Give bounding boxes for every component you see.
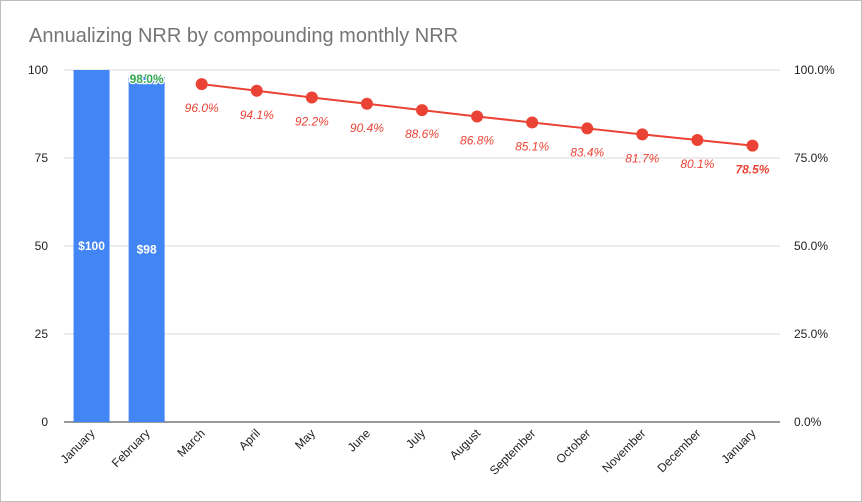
bar xyxy=(128,77,165,422)
point-data-label: 92.2% xyxy=(295,114,329,128)
x-tick-label: October xyxy=(553,426,593,466)
point-data-label: 88.6% xyxy=(405,127,439,141)
point-data-label: 96.0% xyxy=(185,101,219,115)
data-point xyxy=(416,104,428,117)
point-data-label: 90.4% xyxy=(350,121,384,135)
y-right-tick-label: 50.0% xyxy=(794,239,828,253)
y-right-tick-label: 0.0% xyxy=(794,415,822,429)
bar xyxy=(73,70,110,422)
chart-title: Annualizing NRR by compounding monthly N… xyxy=(29,25,459,47)
y-left-tick-label: 0 xyxy=(41,415,48,429)
y-left-tick-label: 50 xyxy=(35,239,49,253)
y-left-tick-label: 25 xyxy=(35,327,49,341)
x-tick-label: June xyxy=(345,426,374,455)
x-tick-label: November xyxy=(599,426,648,475)
y-right-tick-label: 100.0% xyxy=(794,63,835,77)
point-data-label: 94.1% xyxy=(240,108,274,122)
y-right-tick-label: 75.0% xyxy=(794,151,828,165)
bar-data-label: $100 xyxy=(78,239,105,253)
y-right-tick-label: 25.0% xyxy=(794,327,828,341)
data-point xyxy=(526,116,539,129)
data-point xyxy=(195,78,208,91)
x-tick-label: January xyxy=(718,426,758,466)
point-data-label: 78.5% xyxy=(735,163,769,177)
x-tick-label: January xyxy=(58,426,98,466)
data-point xyxy=(636,128,649,141)
point-data-label: 98.0% xyxy=(130,72,164,86)
data-point xyxy=(250,84,263,97)
y-left-tick-label: 75 xyxy=(35,151,49,165)
x-tick-label: September xyxy=(487,426,538,477)
data-point xyxy=(581,122,594,135)
point-data-label: 80.1% xyxy=(680,157,714,171)
data-point xyxy=(691,134,704,147)
x-tick-label: March xyxy=(174,426,207,459)
x-tick-label: April xyxy=(236,426,263,453)
data-point xyxy=(144,74,149,79)
x-tick-label: July xyxy=(403,426,428,451)
x-tick-label: May xyxy=(292,426,318,452)
point-data-label: 85.1% xyxy=(515,139,549,153)
point-data-label: 83.4% xyxy=(570,145,604,159)
data-point xyxy=(360,97,373,110)
x-tick-label: December xyxy=(654,426,703,475)
x-tick-label: August xyxy=(447,426,484,463)
data-point xyxy=(305,91,318,104)
bar-data-label: $98 xyxy=(137,243,157,257)
data-point xyxy=(746,139,759,152)
x-tick-label: February xyxy=(109,426,153,470)
y-left-tick-label: 100 xyxy=(28,63,48,77)
point-data-label: 86.8% xyxy=(460,133,494,147)
data-point xyxy=(471,110,484,123)
point-data-label: 81.7% xyxy=(625,151,659,165)
